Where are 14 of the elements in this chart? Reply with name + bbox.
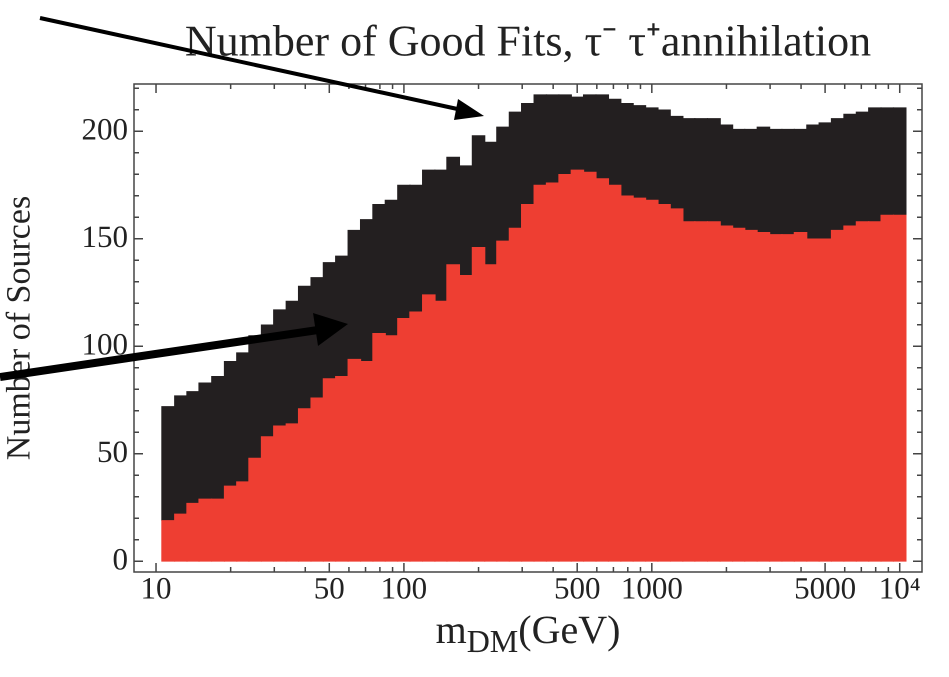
x-tick-label: 50	[314, 570, 345, 606]
x-tick-label: 5000	[794, 570, 856, 606]
y-tick-label: 150	[82, 218, 128, 254]
y-tick-label: 0	[112, 541, 128, 576]
x-tick-label: 500	[554, 570, 600, 606]
x-tick-label: 10⁴	[878, 570, 921, 606]
x-tick-label: 100	[380, 570, 428, 606]
y-tick-label: 200	[82, 111, 128, 146]
x-axis-title: m$_{DM}$(GeV)	[434, 606, 622, 660]
x-tick-label: 1000	[620, 570, 683, 606]
x-tick-label: 10	[140, 570, 172, 606]
chart-title: Number of Good Fits, τ⁻ τ⁺annihilation	[184, 16, 872, 66]
y-tick-label: 100	[82, 326, 128, 362]
y-tick-label: 50	[97, 434, 128, 469]
